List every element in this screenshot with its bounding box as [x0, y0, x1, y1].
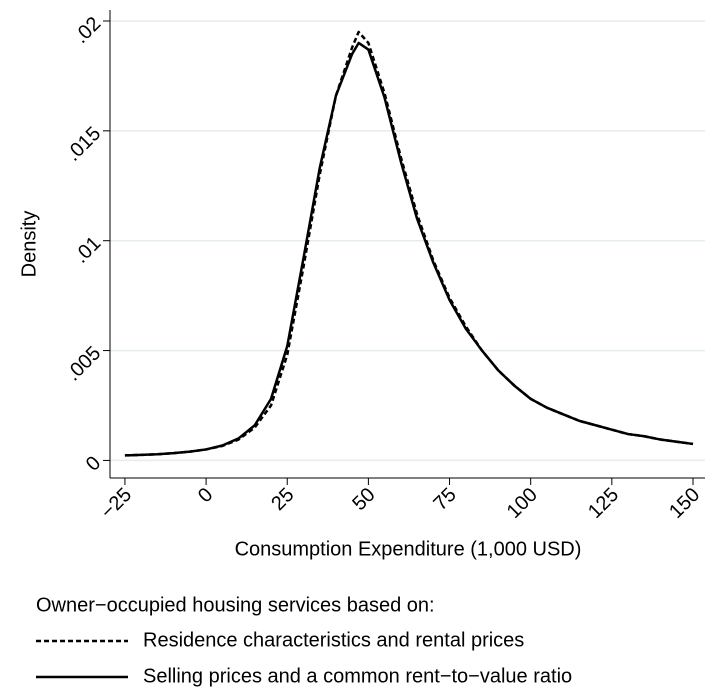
series-line [124, 30, 694, 457]
x-tick-label: −25 [97, 484, 137, 524]
x-axis-title: Consumption Expenditure (1,000 USD) [235, 538, 582, 560]
x-tick-label: 50 [348, 484, 379, 515]
x-tick-label: 75 [430, 484, 461, 515]
y-tick-label: .01 [70, 232, 105, 267]
legend-label: Residence characteristics and rental pri… [143, 629, 524, 651]
y-tick-label: 0 [82, 452, 105, 475]
series-line [124, 41, 694, 457]
y-axis-title: Density [18, 211, 40, 278]
y-tick-label: .02 [70, 13, 105, 48]
legend-label: Selling prices and a common rent−to−valu… [143, 665, 572, 687]
x-tick-label: 25 [267, 484, 298, 515]
x-tick-label: 150 [665, 484, 704, 523]
x-tick-label: 0 [194, 484, 217, 507]
legend-title: Owner−occupied housing services based on… [36, 594, 435, 616]
y-tick-label: .005 [62, 342, 105, 385]
y-tick-label: .015 [62, 123, 105, 166]
x-tick-label: 100 [503, 484, 542, 523]
x-tick-label: 125 [584, 484, 623, 523]
